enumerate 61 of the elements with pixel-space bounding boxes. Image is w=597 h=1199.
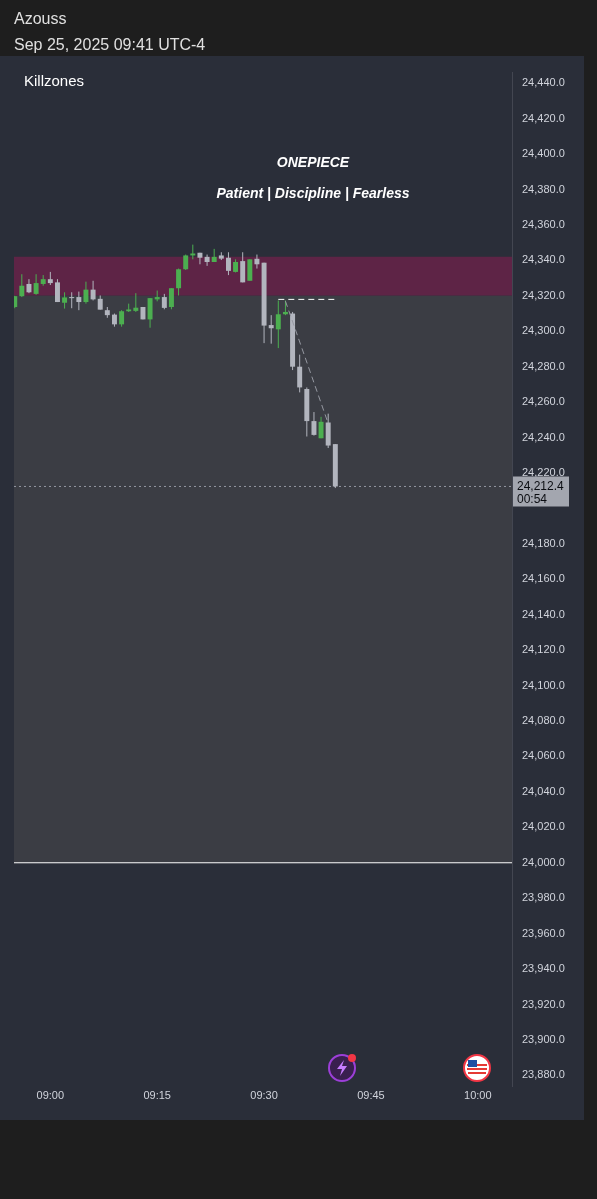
y-tick-label: 24,120.0 [522, 643, 565, 656]
y-tick-label: 24,160.0 [522, 572, 565, 585]
candlestick [268, 314, 274, 345]
y-tick-label: 24,260.0 [522, 395, 565, 408]
y-tick-label: 24,420.0 [522, 111, 565, 124]
ref-line-label: 24,212.4 [517, 478, 565, 493]
candlestick [254, 254, 260, 270]
candlestick [83, 281, 89, 305]
candlestick [297, 354, 303, 393]
y-tick-label: 23,880.0 [522, 1068, 565, 1081]
candlestick [275, 299, 281, 349]
y-tick-label: 24,180.0 [522, 536, 565, 549]
y-tick-label: 24,240.0 [522, 430, 565, 443]
y-tick-label: 23,920.0 [522, 997, 565, 1010]
y-tick-label: 24,020.0 [522, 820, 565, 833]
candlestick [325, 413, 331, 449]
y-tick-label: 24,360.0 [522, 218, 565, 230]
candlestick [147, 297, 153, 329]
y-tick-label: 23,980.0 [522, 891, 565, 904]
y-tick-label: 24,000.0 [522, 855, 565, 868]
y-tick-label: 24,440.0 [522, 76, 565, 89]
text: Azouss [14, 9, 68, 29]
candlestick [133, 292, 139, 313]
candlestick [168, 287, 174, 310]
y-tick-label: 24,100.0 [522, 678, 565, 691]
x-tick-label: 10:00 [464, 1088, 492, 1101]
text: Patient | Discipline | Fearless [216, 184, 410, 201]
x-tick-label: 09:15 [143, 1088, 171, 1101]
y-tick-label: 23,940.0 [522, 962, 565, 975]
y-tick-label: 24,320.0 [522, 288, 565, 301]
y-tick-label: 24,080.0 [522, 714, 565, 727]
candlestick [76, 291, 82, 311]
x-tick-label: 09:30 [250, 1088, 278, 1101]
candlestick [247, 258, 253, 282]
y-tick-label: 24,300.0 [522, 324, 565, 337]
y-tick-label: 24,340.0 [522, 253, 565, 266]
text: Sep 25, 2025 09:41 UTC-4 [14, 35, 206, 55]
y-tick-label: 24,400.0 [522, 147, 565, 160]
text: 00:54 [517, 491, 548, 506]
x-tick-label: 09:45 [357, 1088, 385, 1101]
candlestick [204, 254, 210, 267]
candlestick [311, 411, 317, 437]
candlestick [176, 268, 182, 296]
candlestick [69, 291, 75, 309]
y-tick-label: 24,220.0 [522, 466, 565, 479]
candlestick [33, 273, 39, 296]
annotation: Killzones [24, 72, 85, 90]
candlestick [225, 251, 231, 276]
x-tick-label: 09:00 [36, 1088, 65, 1101]
y-tick-label: 24,060.0 [522, 749, 565, 762]
candlestick [90, 280, 96, 301]
y-tick-label: 24,280.0 [522, 359, 565, 372]
candlestick [19, 273, 25, 298]
text: ONEPIECE [276, 153, 350, 170]
y-tick-label: 23,900.0 [522, 1032, 565, 1045]
y-tick-label: 24,040.0 [522, 784, 565, 797]
candlestick [240, 251, 246, 283]
candlestick [197, 252, 203, 265]
y-tick-label: 23,960.0 [522, 926, 565, 939]
y-tick-label: 24,140.0 [522, 607, 565, 620]
y-tick-label: 24,380.0 [522, 182, 565, 195]
